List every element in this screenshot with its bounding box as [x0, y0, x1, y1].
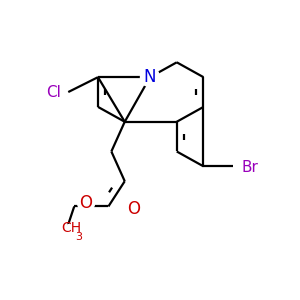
Circle shape — [41, 80, 66, 104]
Text: Br: Br — [241, 160, 258, 175]
Circle shape — [237, 155, 262, 180]
Circle shape — [125, 201, 142, 218]
Text: Cl: Cl — [46, 85, 61, 100]
Text: N: N — [144, 68, 156, 86]
Text: 3: 3 — [75, 232, 82, 242]
Text: CH: CH — [61, 221, 81, 235]
Circle shape — [59, 224, 83, 248]
Circle shape — [140, 68, 160, 87]
Text: O: O — [127, 200, 140, 218]
Circle shape — [78, 195, 94, 212]
Text: O: O — [80, 194, 93, 212]
